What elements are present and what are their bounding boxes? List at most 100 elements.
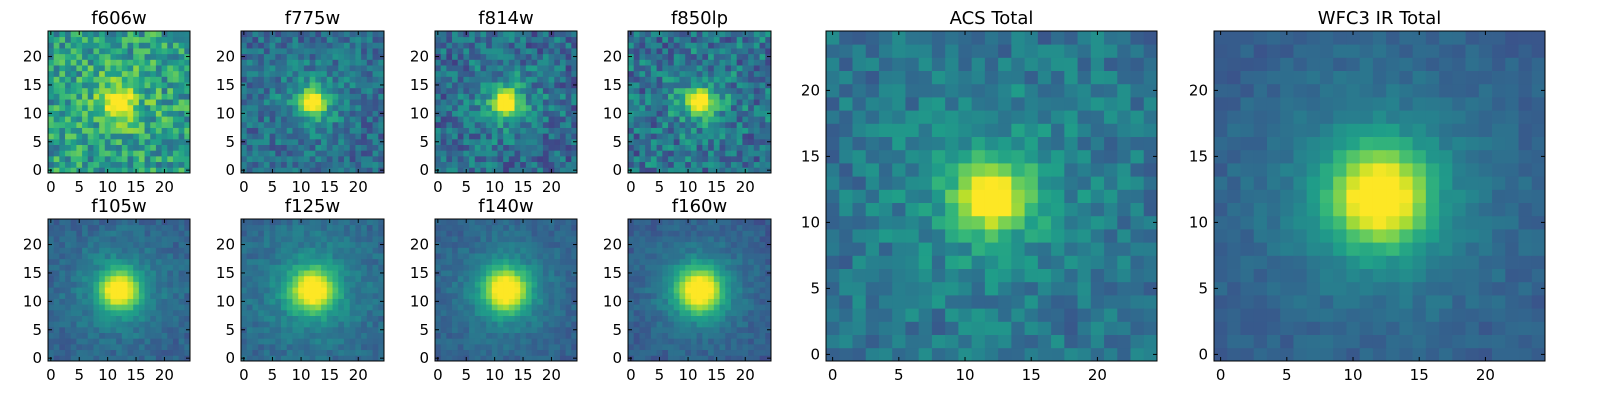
heatmap-cell [87, 292, 94, 299]
heatmap-cell [133, 133, 140, 140]
heatmap-cell [696, 161, 703, 168]
heatmap-cell [628, 127, 635, 134]
heatmap-cell [104, 338, 111, 345]
heatmap-cell [93, 82, 100, 89]
heatmap-cell [281, 275, 288, 282]
heatmap-cell [167, 127, 174, 134]
y-tick-label: 15 [23, 264, 42, 282]
heatmap-cell [508, 116, 515, 123]
heatmap-cell [514, 281, 521, 288]
heatmap-cell [298, 82, 305, 89]
heatmap-cell [121, 298, 128, 305]
heatmap-cell [275, 48, 282, 55]
heatmap-cell [725, 304, 732, 311]
heatmap-cell [474, 219, 481, 226]
heatmap-cell [685, 65, 692, 72]
x-tick-label: 15 [126, 366, 145, 384]
heatmap-cell [491, 155, 498, 163]
heatmap-cell [719, 36, 726, 43]
heatmap-cell [263, 82, 270, 89]
heatmap-cell [315, 343, 322, 351]
heatmap-cell [378, 309, 385, 316]
heatmap-cell [275, 224, 282, 231]
heatmap-cell [172, 144, 180, 151]
heatmap-cell [87, 144, 94, 151]
heatmap-cell [343, 281, 351, 288]
heatmap-cell [645, 76, 652, 83]
heatmap-cell [457, 315, 464, 322]
heatmap-cell [474, 236, 481, 243]
heatmap-cell [133, 93, 140, 100]
heatmap-cell [736, 343, 743, 351]
heatmap-cell [281, 104, 288, 111]
heatmap-cell [446, 87, 453, 94]
heatmap-cell [469, 355, 476, 362]
heatmap-cell [298, 236, 305, 243]
heatmap-cell [542, 230, 549, 237]
heatmap-cell [99, 309, 106, 316]
heatmap-cell [548, 236, 555, 243]
heatmap-cell [258, 292, 265, 299]
heatmap-cell [298, 247, 305, 254]
heatmap-cell [503, 31, 510, 38]
heatmap-cell [138, 76, 145, 83]
heatmap-cell [713, 298, 720, 305]
heatmap-cell [497, 59, 504, 66]
heatmap-cell [759, 343, 766, 351]
heatmap-cell [281, 42, 288, 49]
heatmap-cell [150, 219, 157, 226]
heatmap-cell [99, 42, 106, 49]
heatmap-cell [702, 99, 709, 106]
heatmap-cell [565, 36, 572, 43]
heatmap-cell [246, 144, 253, 151]
heatmap-cell [178, 236, 185, 243]
heatmap-cell [99, 349, 106, 356]
heatmap-cell [167, 53, 174, 60]
heatmap-cell [303, 287, 311, 294]
heatmap-cell [469, 144, 476, 151]
y-tick-label: 10 [23, 292, 42, 310]
heatmap-cell [184, 48, 191, 55]
heatmap-cell [133, 87, 140, 94]
heatmap-cell [452, 247, 459, 254]
heatmap-cell [309, 230, 316, 237]
heatmap-cell [349, 31, 356, 38]
heatmap-cell [662, 309, 669, 316]
heatmap-cell [59, 343, 66, 351]
heatmap-cell [469, 155, 476, 163]
heatmap-cell [531, 70, 538, 77]
heatmap-cell [110, 116, 117, 123]
heatmap-cell [144, 338, 151, 345]
heatmap-cell [730, 59, 738, 66]
heatmap-cell [469, 59, 476, 66]
heatmap-cell [633, 127, 640, 134]
heatmap-cell [59, 349, 66, 356]
heatmap-cell [65, 326, 72, 333]
heatmap-cell [531, 31, 538, 38]
heatmap-cell [645, 281, 652, 288]
heatmap-cell [127, 99, 134, 106]
heatmap-cell [93, 281, 100, 288]
heatmap-cell [281, 338, 288, 345]
heatmap-cell [332, 275, 339, 282]
heatmap-cell [76, 59, 83, 66]
heatmap-cell [298, 275, 305, 282]
heatmap-cell [491, 104, 498, 111]
heatmap-cell [491, 133, 498, 140]
heatmap-cell [246, 281, 253, 288]
heatmap-cell [378, 144, 385, 151]
heatmap-cell [645, 70, 652, 77]
heatmap-cell [93, 270, 100, 277]
heatmap-cell [281, 155, 288, 163]
heatmap-cell [696, 87, 703, 94]
heatmap-cell [753, 104, 760, 111]
heatmap-cell [690, 292, 698, 299]
heatmap-cell [332, 355, 339, 362]
heatmap-cell [719, 326, 726, 333]
heatmap-cell [554, 87, 561, 94]
heatmap-cell [349, 82, 356, 89]
heatmap-cell [252, 275, 259, 282]
heatmap-cell [298, 315, 305, 322]
heatmap-cell [497, 236, 504, 243]
heatmap-cell [514, 230, 521, 237]
